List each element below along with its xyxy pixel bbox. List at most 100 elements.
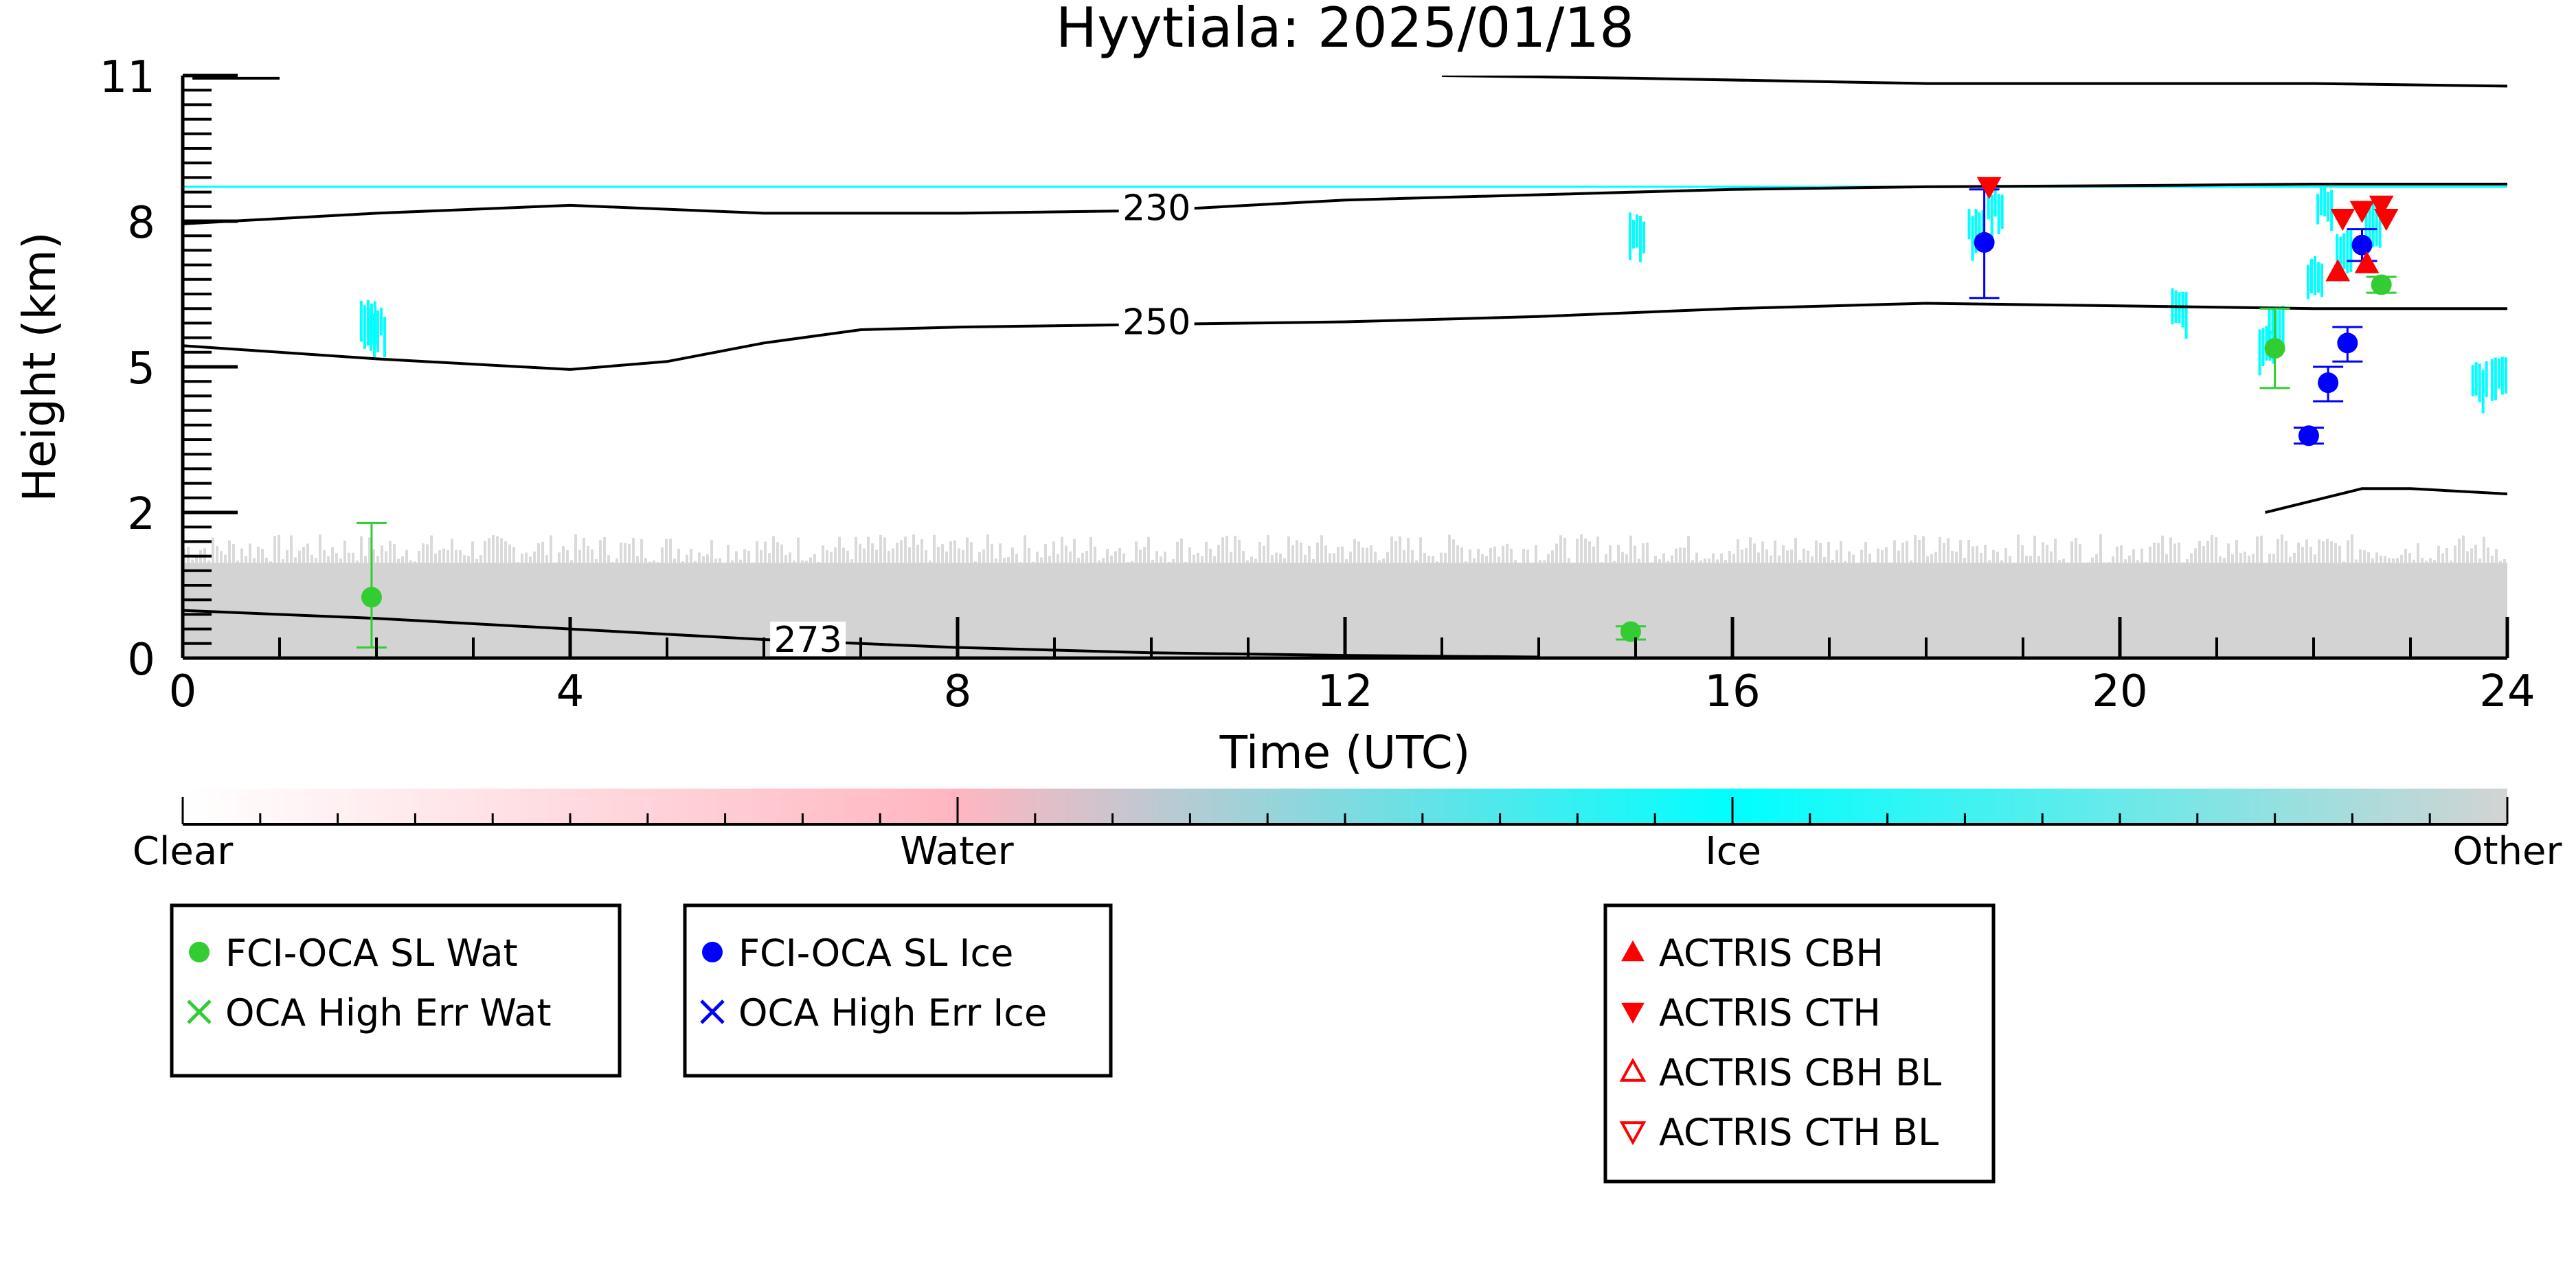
other-fringe	[916, 544, 919, 565]
other-fringe	[1835, 550, 1838, 565]
ice-patch	[1997, 194, 2000, 234]
other-fringe	[813, 554, 816, 565]
other-fringe	[1757, 552, 1760, 565]
other-fringe	[2396, 558, 2399, 565]
ice-patch	[2261, 328, 2265, 367]
other-fringe	[1877, 548, 1879, 565]
other-fringe	[512, 547, 515, 565]
other-fringe	[348, 552, 350, 565]
other-fringe	[2499, 561, 2502, 565]
other-fringe	[1246, 560, 1249, 565]
other-fringe	[1502, 545, 1504, 565]
other-fringe	[1164, 551, 1166, 565]
other-fringe	[2462, 535, 2465, 565]
other-fringe	[1864, 542, 1867, 565]
other-fringe	[1559, 535, 1562, 565]
ice-patch	[2349, 230, 2353, 272]
colorbar: Clear Water Ice Other	[133, 789, 2562, 874]
other-fringe	[1609, 545, 1612, 565]
ice-patch	[2281, 306, 2285, 352]
other-fringe	[1782, 545, 1785, 565]
other-fringe	[1197, 552, 1199, 565]
other-fringe	[2116, 546, 2119, 565]
ice-patch	[2375, 199, 2378, 247]
other-fringe	[521, 553, 523, 565]
other-fringe	[471, 541, 474, 565]
other-fringe	[838, 536, 841, 565]
other-fringe	[1695, 552, 1698, 565]
other-fringe	[1341, 546, 1344, 565]
other-fringe	[1844, 561, 1846, 565]
other-fringe	[558, 552, 561, 565]
other-fringe	[245, 556, 247, 565]
other-fringe	[1048, 556, 1051, 565]
legend-label: ACTRIS CBH	[1659, 931, 1884, 975]
other-fringe	[1893, 540, 1896, 565]
ice-patch	[2268, 308, 2271, 342]
data-point	[2371, 274, 2392, 295]
other-fringe	[1110, 555, 1113, 565]
other-fringe	[1477, 549, 1480, 565]
other-fringe	[574, 534, 577, 565]
other-fringe	[1798, 559, 1801, 565]
other-fringe	[1547, 554, 1550, 565]
legend-label: FCI-OCA SL Wat	[225, 931, 518, 975]
ice-patch	[2184, 291, 2188, 339]
other-fringe	[1024, 535, 1026, 565]
other-fringe	[2351, 534, 2353, 565]
other-fringe	[261, 548, 264, 565]
ice-patch	[1990, 194, 1993, 239]
other-fringe	[863, 548, 866, 565]
other-fringe	[1642, 543, 1645, 565]
other-fringe	[1699, 560, 1702, 565]
other-fringe	[2297, 542, 2300, 565]
other-fringe	[1345, 559, 1348, 565]
other-fringe	[756, 541, 758, 565]
other-fringe	[1716, 559, 1719, 565]
other-fringe	[2276, 539, 2279, 565]
other-fringe	[1114, 551, 1117, 565]
other-fringe	[842, 547, 845, 565]
ice-patch	[2371, 200, 2375, 248]
other-fringe	[772, 536, 775, 565]
data-point	[2318, 372, 2339, 394]
other-fringe	[1003, 558, 1006, 565]
other-fringe	[624, 543, 626, 565]
other-fringe	[2326, 539, 2329, 565]
other-fringe	[628, 543, 631, 565]
other-fringe	[2503, 559, 2506, 565]
other-fringe	[1184, 562, 1187, 565]
other-fringe	[999, 543, 1002, 565]
other-fringe	[1901, 543, 1904, 565]
contour-label: 230	[1122, 188, 1190, 229]
other-fringe	[1667, 561, 1669, 565]
other-fringe	[434, 553, 437, 565]
other-fringe	[1057, 554, 1059, 565]
other-fringe	[1481, 554, 1484, 565]
other-fringe	[1963, 558, 1966, 565]
other-fringe	[1526, 550, 1529, 565]
other-fringe	[1926, 556, 1929, 565]
other-fringe	[463, 555, 466, 565]
other-fringe	[2318, 539, 2320, 565]
other-fringe	[1988, 560, 1991, 565]
other-fringe	[1028, 547, 1030, 565]
other-fringe	[2384, 556, 2386, 565]
ice-patch	[1639, 216, 1642, 262]
other-fringe	[1873, 562, 1875, 565]
other-fringe	[2157, 543, 2160, 565]
y-tick-label: 2	[127, 489, 155, 540]
other-fringe	[2091, 557, 2094, 565]
other-fringe	[496, 536, 499, 565]
other-fringe	[306, 543, 309, 565]
other-fringe	[418, 551, 420, 565]
other-fringe	[2206, 541, 2209, 565]
other-fringe	[2033, 535, 2036, 565]
other-fringe	[451, 539, 453, 565]
other-fringe	[1774, 540, 1776, 565]
ice-patch	[2368, 203, 2371, 251]
other-fringe	[1601, 562, 1603, 565]
other-fringe	[1724, 559, 1727, 565]
ice-patch	[376, 310, 379, 353]
other-fringe	[1943, 543, 1945, 565]
